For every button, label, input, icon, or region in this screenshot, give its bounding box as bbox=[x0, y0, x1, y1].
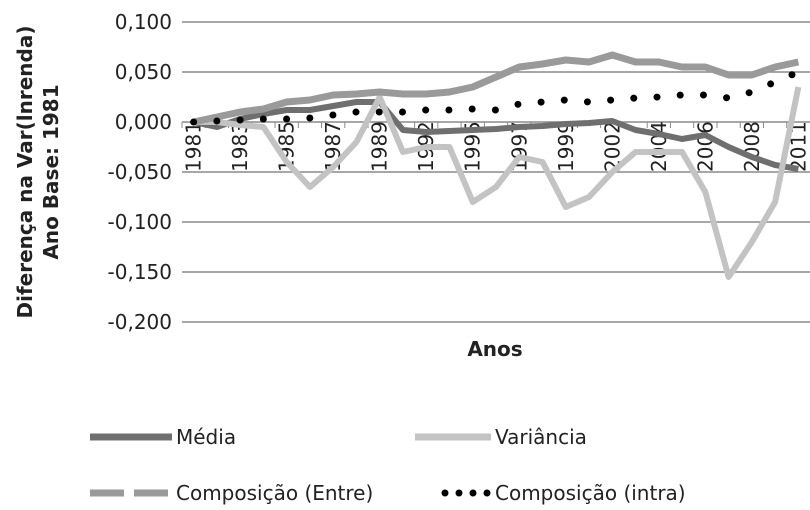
x-tick-label: 1981 bbox=[182, 121, 206, 172]
y-tick-label: -0,100 bbox=[108, 210, 172, 234]
y-axis-title: Ano Base: 1981 bbox=[39, 84, 63, 259]
x-axis-title: Anos bbox=[467, 337, 522, 361]
legend-label: Variância bbox=[495, 425, 587, 449]
y-tick-label: -0,150 bbox=[108, 260, 172, 284]
y-tick-label: -0,200 bbox=[108, 310, 172, 334]
x-tick-label: 2011 bbox=[786, 121, 810, 172]
y-tick-label: 0,100 bbox=[115, 10, 172, 34]
x-tick-label: 1989 bbox=[368, 121, 392, 172]
legend-label: Média bbox=[176, 425, 236, 449]
legend-label: Composição (intra) bbox=[495, 481, 686, 505]
series-line bbox=[192, 99, 799, 172]
series-line bbox=[190, 68, 802, 126]
series-line bbox=[193, 86, 802, 280]
y-tick-label: 0,000 bbox=[115, 110, 172, 134]
x-tick-label: 2004 bbox=[647, 121, 671, 172]
y-tick-label: 0,050 bbox=[115, 60, 172, 84]
x-tick-label: 2008 bbox=[740, 121, 764, 172]
y-tick-label: -0,050 bbox=[108, 160, 172, 184]
x-tick-label: 2006 bbox=[693, 121, 717, 172]
y-axis-title: Diferença na Var(lnrenda) bbox=[13, 26, 37, 319]
x-tick-label: 1983 bbox=[228, 121, 252, 172]
legend-label: Composição (Entre) bbox=[176, 481, 373, 505]
x-tick-label: 1999 bbox=[554, 121, 578, 172]
series-line bbox=[192, 51, 800, 126]
